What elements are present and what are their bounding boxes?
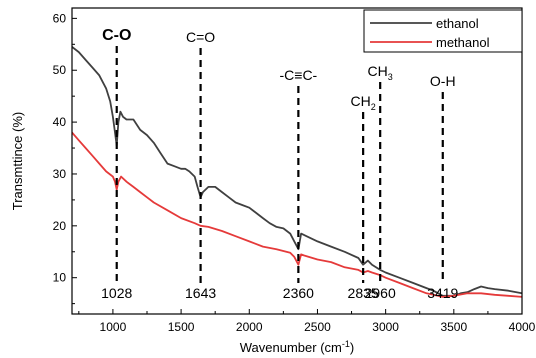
x-tick-label-4000: 4000 xyxy=(509,320,536,334)
annotation-label-2835: CH2 xyxy=(351,93,376,112)
x-tick-label-2000: 2000 xyxy=(236,320,263,334)
x-tick-label-3000: 3000 xyxy=(372,320,399,334)
legend: ethanol methanol xyxy=(363,9,523,53)
plot-frame xyxy=(71,7,523,315)
peak-value-2360: 2360 xyxy=(283,285,314,301)
x-tick-label-2500: 2500 xyxy=(304,320,331,334)
y-tick-label-50: 50 xyxy=(53,63,67,77)
legend-label-ethanol: ethanol xyxy=(436,16,479,31)
legend-box xyxy=(363,9,523,53)
y-tick-label-20: 20 xyxy=(53,219,67,233)
y-axis-label: Transmttince (%) xyxy=(10,112,25,210)
series-line-ethanol xyxy=(72,46,522,297)
annotation-label-1028: C-O xyxy=(102,27,131,44)
annotation-label-1643: C=O xyxy=(186,29,215,45)
annotation-label-2960: CH3 xyxy=(368,63,393,82)
peak-value-1028: 1028 xyxy=(101,285,132,301)
legend-label-methanol: methanol xyxy=(436,35,490,50)
x-axis-label: Wavenumber (cm-1) xyxy=(240,339,354,355)
x-tick-label-1000: 1000 xyxy=(100,320,127,334)
y-tick-label-60: 60 xyxy=(53,11,67,25)
x-tick-label-1500: 1500 xyxy=(168,320,195,334)
series-layer xyxy=(72,46,522,298)
series-line-methanol xyxy=(72,131,522,298)
peak-value-2835: 2835 xyxy=(348,285,379,301)
peak-value-2960: 2960 xyxy=(365,285,396,301)
annotation-label-3419: O-H xyxy=(430,73,456,89)
annotation-layer: C-O 1028 C=O 1643 -C≡C- 2360 CH2 2835 CH3 2960 O-H… xyxy=(101,27,458,301)
y-tick-label-10: 10 xyxy=(53,271,67,285)
x-tick-label-3500: 3500 xyxy=(440,320,467,334)
peak-value-1643: 1643 xyxy=(185,285,216,301)
annotation-label-2360: -C≡C- xyxy=(280,67,318,83)
y-tick-label-40: 40 xyxy=(53,115,67,129)
peak-value-3419: 3419 xyxy=(427,285,458,301)
y-tick-label-30: 30 xyxy=(53,167,67,181)
axes-layer: 1000 1500 2000 2500 3000 3500 4000 10 20 30 40 50 60… xyxy=(10,7,536,355)
